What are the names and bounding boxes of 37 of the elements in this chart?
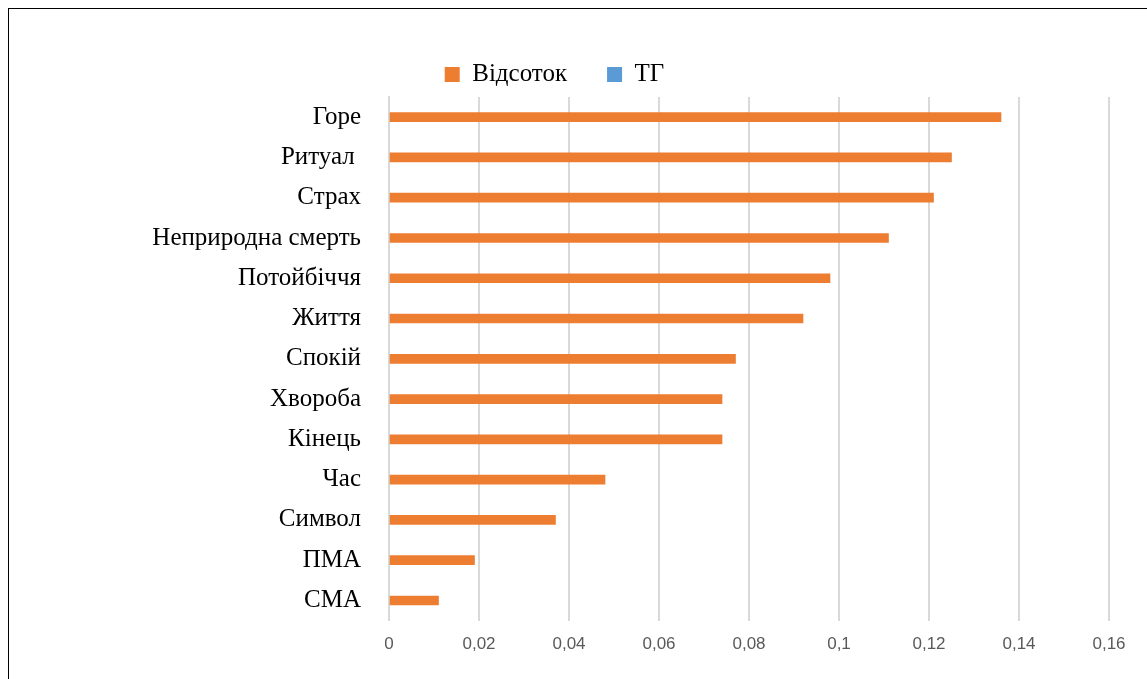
y-tick-label: Час <box>322 464 361 492</box>
legend-label: ТГ <box>634 59 665 87</box>
y-tick-label: СМА <box>304 585 361 613</box>
bar <box>389 394 723 404</box>
bar <box>389 595 439 606</box>
x-tick-label: 0,06 <box>642 634 676 654</box>
y-tick-label: Кінець <box>288 423 361 451</box>
bar <box>389 353 736 364</box>
bar <box>389 555 475 566</box>
bar <box>389 313 804 324</box>
bar <box>389 233 889 243</box>
x-tick-label: 0,16 <box>1092 634 1126 654</box>
y-tick-label: Життя <box>292 303 362 331</box>
y-tick-label: Неприродна смерть <box>152 222 361 250</box>
y-tick-label: Страх <box>297 182 362 210</box>
bar <box>389 515 556 525</box>
x-tick-label: 0,1 <box>827 634 851 654</box>
bar <box>389 112 1002 122</box>
bar <box>389 152 952 163</box>
y-tick-label: Символ <box>278 504 361 532</box>
bar <box>389 474 606 485</box>
y-tick-label: Горе <box>312 101 361 129</box>
y-tick-label: Потойбіччя <box>237 262 362 290</box>
bar <box>389 273 831 284</box>
x-tick-label: 0,08 <box>732 634 766 654</box>
x-tick-label: 0,02 <box>462 634 496 654</box>
y-tick-label: Спокій <box>285 343 361 371</box>
y-tick-label: Ритуал <box>280 141 361 169</box>
x-tick-label: 0 <box>384 634 394 654</box>
bar <box>389 192 934 203</box>
bar <box>389 434 723 445</box>
legend-label: Відсоток <box>472 59 568 87</box>
y-tick-label: ПМА <box>302 544 361 572</box>
x-tick-label: 0,12 <box>912 634 946 654</box>
x-tick-label: 0,14 <box>1002 634 1036 654</box>
y-tick-label: Хвороба <box>269 383 361 411</box>
x-tick-label: 0,04 <box>552 634 586 654</box>
